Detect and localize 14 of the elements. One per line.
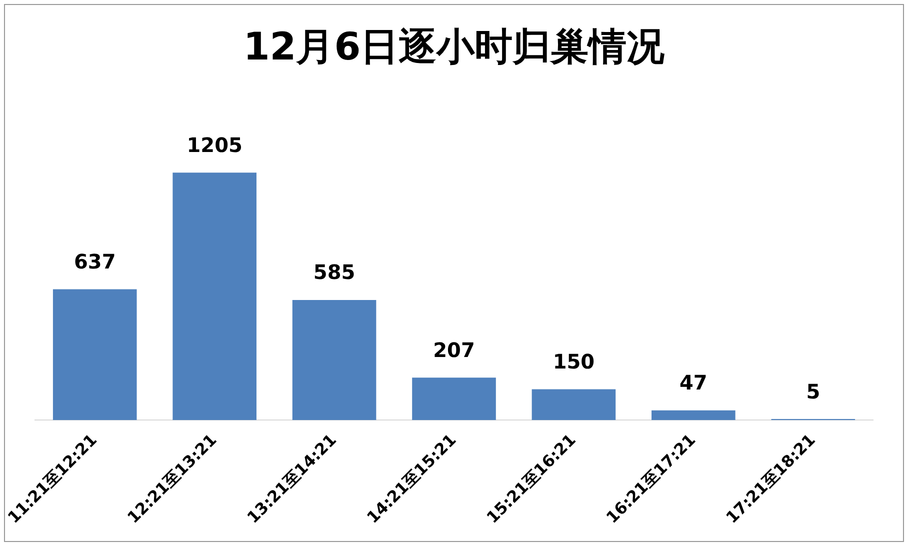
data-label: 207 — [433, 338, 475, 362]
data-label: 585 — [313, 260, 356, 284]
data-label: 637 — [74, 249, 116, 274]
bar — [412, 378, 496, 420]
chart-title: 12月6日逐小时归巢情况 — [243, 24, 665, 69]
data-label: 1205 — [186, 132, 242, 157]
data-label: 5 — [806, 379, 820, 404]
bar — [652, 410, 736, 420]
data-label: 47 — [680, 370, 708, 395]
bar — [292, 300, 376, 420]
bar — [532, 389, 616, 420]
bar — [172, 172, 256, 420]
bar — [52, 289, 137, 420]
data-label: 150 — [552, 349, 595, 374]
